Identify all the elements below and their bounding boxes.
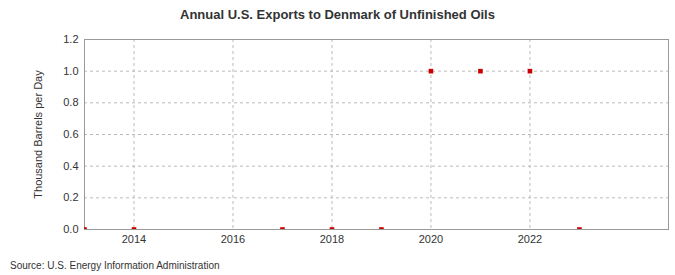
svg-text:Thousand Barrels per Day: Thousand Barrels per Day <box>32 70 44 199</box>
svg-text:1.2: 1.2 <box>63 33 78 45</box>
svg-text:0.4: 0.4 <box>63 160 78 172</box>
svg-text:2020: 2020 <box>419 233 443 245</box>
html-text:Annual U.S. Exports to Denmark: Annual U.S. Exports to Denmark of Unfini… <box>180 7 495 22</box>
svg-text:2018: 2018 <box>320 233 344 245</box>
svg-text:0.0: 0.0 <box>63 223 78 235</box>
svg-text:2022: 2022 <box>518 233 542 245</box>
svg-text:2016: 2016 <box>221 233 245 245</box>
svg-text:0.8: 0.8 <box>63 96 78 108</box>
svg-text:0.6: 0.6 <box>63 128 78 140</box>
svg-text:2014: 2014 <box>122 233 146 245</box>
svg-text:1.0: 1.0 <box>63 65 78 77</box>
svg-text:0.2: 0.2 <box>63 191 78 203</box>
html-text:Source: U.S. Energy Informatio: Source: U.S. Energy Information Administ… <box>10 260 220 271</box>
